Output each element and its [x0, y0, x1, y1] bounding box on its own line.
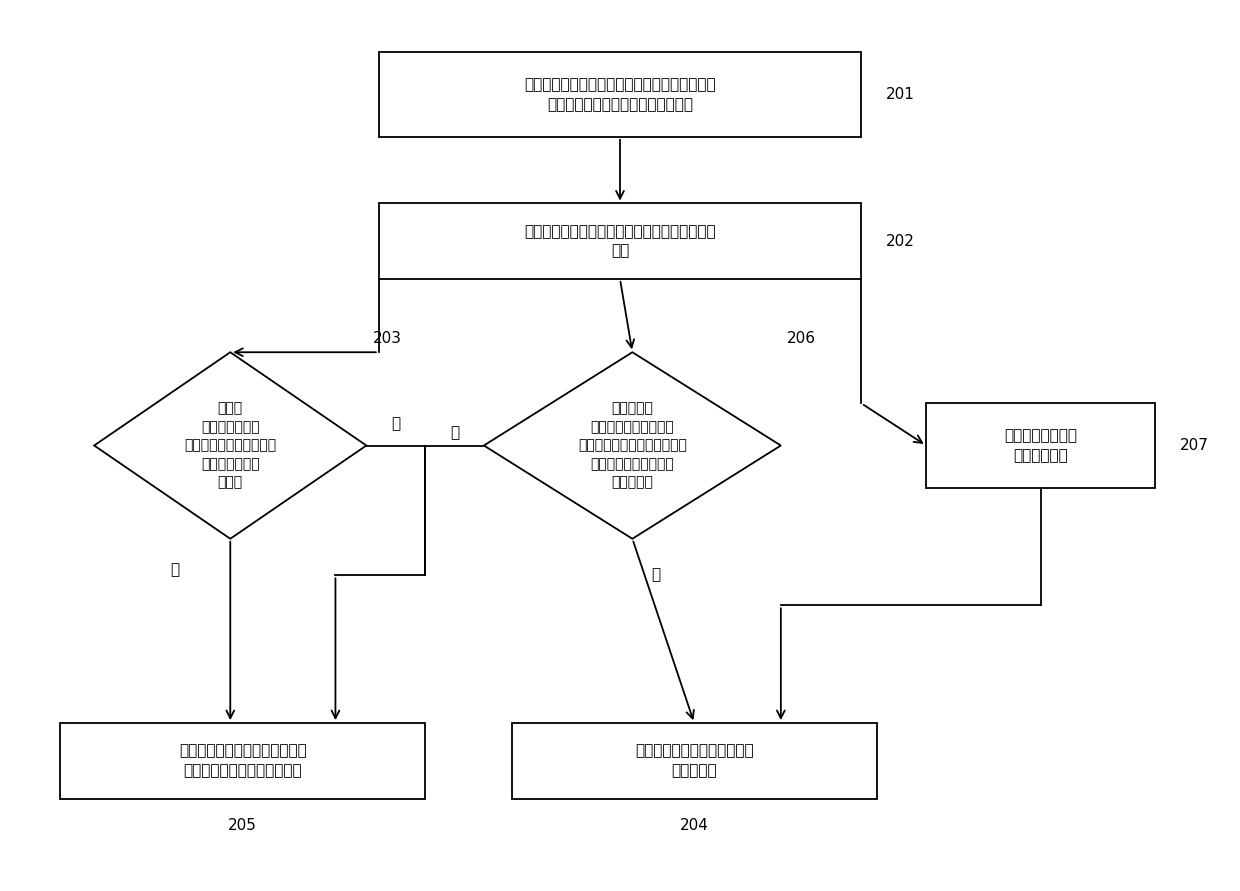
Text: 202: 202 [887, 233, 915, 249]
FancyBboxPatch shape [61, 723, 425, 798]
FancyBboxPatch shape [378, 203, 862, 279]
Text: 发出告警通知以提示该定速空调
中的拍频噪声不符合噪声标准: 发出告警通知以提示该定速空调 中的拍频噪声不符合噪声标准 [179, 743, 306, 778]
Text: 是: 是 [651, 567, 660, 582]
FancyBboxPatch shape [926, 404, 1156, 487]
Polygon shape [94, 352, 366, 539]
Text: 204: 204 [680, 818, 709, 833]
Text: 在最大噪声峰值小
于第二差值时: 在最大噪声峰值小 于第二差值时 [1004, 428, 1078, 463]
Text: 比较最大噪声峰值分别与第一差值、第二差值的
大小: 比较最大噪声峰值分别与第一差值、第二差值的 大小 [525, 224, 715, 258]
Text: 206: 206 [787, 331, 816, 347]
Text: 201: 201 [887, 87, 915, 102]
Text: 205: 205 [228, 818, 257, 833]
Text: 否: 否 [170, 562, 179, 577]
Text: 207: 207 [1179, 438, 1209, 453]
Text: 否: 否 [450, 425, 459, 439]
Text: 在最大噪声
峰值大于或等于第二差
值、且小于或等于第一差值时
，判断峰值差是否大于
第四预设值: 在最大噪声 峰值大于或等于第二差 值、且小于或等于第一差值时 ，判断峰值差是否大… [578, 402, 687, 489]
Polygon shape [484, 352, 781, 539]
FancyBboxPatch shape [512, 723, 877, 798]
Text: 203: 203 [372, 331, 402, 347]
Text: 在最大
噪声峰值大于上
述第一差值时，判断峰值
差是否大于第三
预设值: 在最大 噪声峰值大于上 述第一差值时，判断峰值 差是否大于第三 预设值 [185, 402, 277, 489]
Text: 是: 是 [391, 416, 401, 430]
FancyBboxPatch shape [378, 53, 862, 137]
Text: 确定总噪声值与第一预设值之间的第一差值、总
噪声值与第二预设值之间的第二差值: 确定总噪声值与第一预设值之间的第一差值、总 噪声值与第二预设值之间的第二差值 [525, 78, 715, 112]
Text: 确定定速空调中的拍频噪声符
合噪声标准: 确定定速空调中的拍频噪声符 合噪声标准 [635, 743, 754, 778]
